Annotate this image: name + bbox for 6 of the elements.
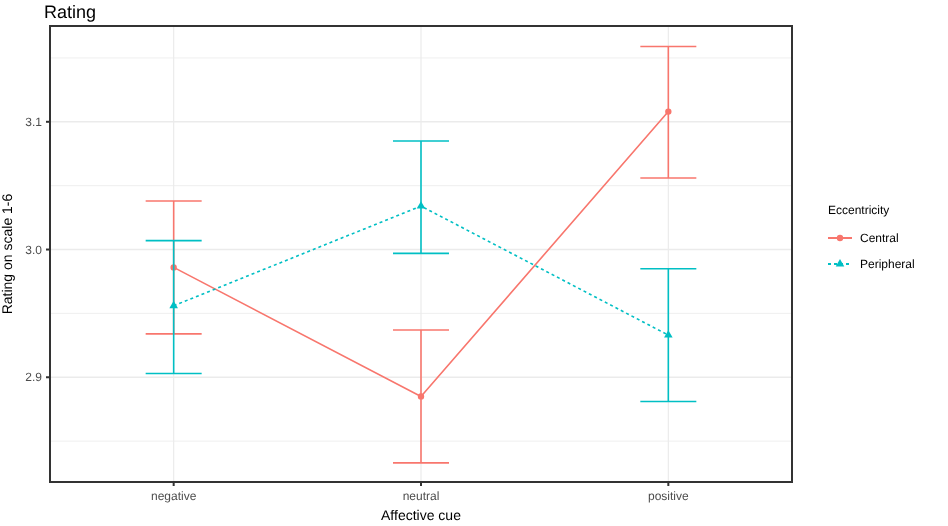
- point: [665, 108, 672, 115]
- point: [416, 201, 426, 209]
- point: [417, 393, 425, 400]
- point: [169, 300, 178, 309]
- chart-title: Rating: [44, 2, 97, 22]
- point: [664, 330, 673, 338]
